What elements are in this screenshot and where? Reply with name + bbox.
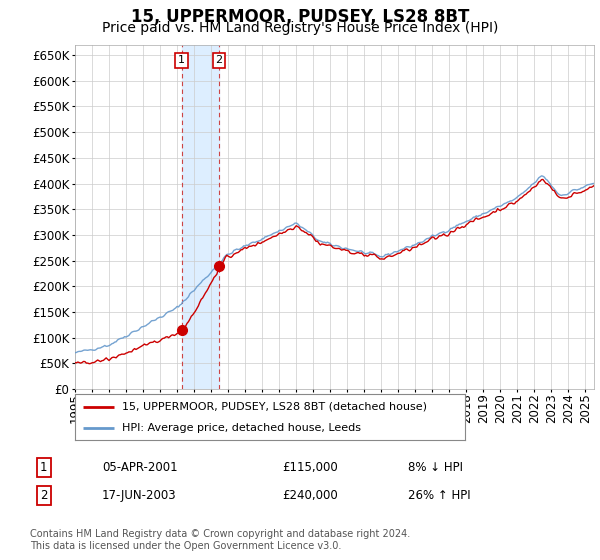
Text: 26% ↑ HPI: 26% ↑ HPI xyxy=(408,489,470,502)
Text: 15, UPPERMOOR, PUDSEY, LS28 8BT: 15, UPPERMOOR, PUDSEY, LS28 8BT xyxy=(131,8,469,26)
Text: 17-JUN-2003: 17-JUN-2003 xyxy=(102,489,176,502)
Text: 05-APR-2001: 05-APR-2001 xyxy=(102,461,178,474)
Text: Contains HM Land Registry data © Crown copyright and database right 2024.
This d: Contains HM Land Registry data © Crown c… xyxy=(30,529,410,551)
Text: 1: 1 xyxy=(178,55,185,66)
Text: 1: 1 xyxy=(40,461,47,474)
Text: HPI: Average price, detached house, Leeds: HPI: Average price, detached house, Leed… xyxy=(122,423,361,433)
Text: 8% ↓ HPI: 8% ↓ HPI xyxy=(408,461,463,474)
Text: 2: 2 xyxy=(215,55,223,66)
Text: £240,000: £240,000 xyxy=(282,489,338,502)
Text: 15, UPPERMOOR, PUDSEY, LS28 8BT (detached house): 15, UPPERMOOR, PUDSEY, LS28 8BT (detache… xyxy=(122,402,427,412)
Text: Price paid vs. HM Land Registry's House Price Index (HPI): Price paid vs. HM Land Registry's House … xyxy=(102,21,498,35)
Text: 2: 2 xyxy=(40,489,47,502)
Text: £115,000: £115,000 xyxy=(282,461,338,474)
Bar xyxy=(182,45,219,389)
